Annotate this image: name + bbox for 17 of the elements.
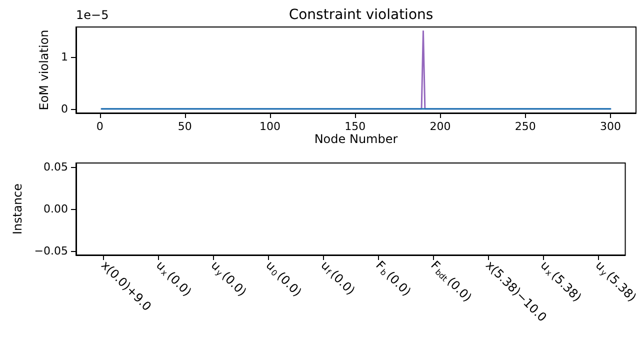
y-tick-label: 1	[61, 50, 68, 64]
x-axis-title: Node Number	[314, 132, 398, 146]
y-tick-label: 0.00	[44, 202, 68, 216]
x-tick-label: 250	[514, 120, 536, 133]
y-tick-label: 0.05	[44, 160, 68, 174]
y-tick-label: −0.05	[34, 244, 68, 258]
x-tick-label: 0	[96, 120, 104, 133]
x-tick-label: 300	[600, 120, 621, 133]
x-tick-label: 200	[430, 120, 451, 133]
x-tick-label: 100	[260, 120, 281, 133]
text: 1e−5	[76, 8, 109, 22]
x-tick-label: 50	[178, 120, 192, 133]
y-axis-title: EoM violation	[37, 30, 51, 110]
y-axis-title: Instance	[10, 183, 24, 235]
chart-title: Constraint violations	[288, 7, 434, 23]
y-tick-label: 0	[61, 102, 68, 116]
x-tick-label: 150	[344, 120, 366, 133]
